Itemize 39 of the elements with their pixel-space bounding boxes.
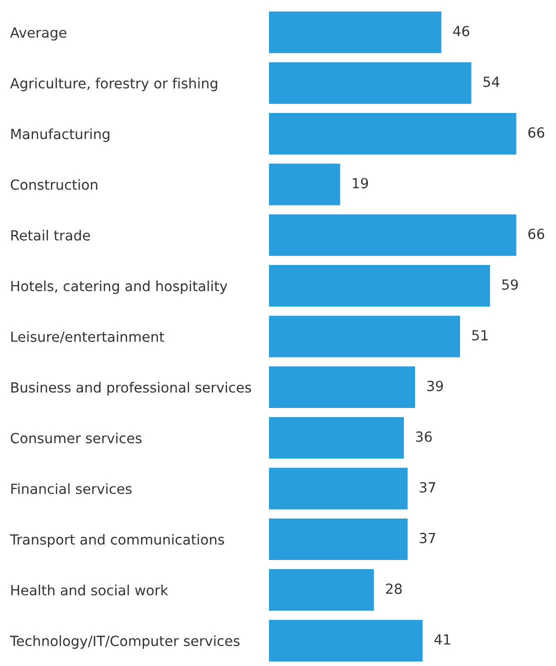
y-tick-label: Consumer services xyxy=(10,432,142,444)
y-tick-label: Manufacturing xyxy=(11,128,110,142)
data-label: 39 xyxy=(427,380,443,392)
y-tick-label: Transport and communications xyxy=(10,534,224,548)
bar xyxy=(269,316,460,358)
y-tick-label: Technology/IT/Computer services xyxy=(10,635,240,649)
bar xyxy=(269,518,408,560)
bar xyxy=(269,12,442,54)
data-label: 59 xyxy=(502,279,518,290)
bar xyxy=(269,164,340,206)
data-label: 51 xyxy=(472,330,488,341)
data-label: 46 xyxy=(453,26,470,36)
bar xyxy=(269,417,404,459)
y-tick-label: Agriculture, forestry or fishing xyxy=(10,78,218,92)
y-tick-label: Leisure/entertainment xyxy=(11,331,164,344)
bar xyxy=(269,62,472,104)
y-tick-label: Retail trade xyxy=(11,230,90,241)
y-tick-label: Health and social work xyxy=(11,584,168,596)
y-tick-label: Financial services xyxy=(11,483,132,494)
y-tick-label: Construction xyxy=(10,179,98,190)
data-label: 19 xyxy=(352,178,368,188)
bar xyxy=(269,620,423,662)
bar xyxy=(269,569,374,611)
y-tick-label: Average xyxy=(10,27,66,41)
bar xyxy=(269,112,516,155)
y-tick-label: Hotels, catering and hospitality xyxy=(11,280,228,294)
data-label: 66 xyxy=(528,127,544,138)
data-label: 37 xyxy=(420,532,436,544)
data-label: 54 xyxy=(483,76,500,88)
bar xyxy=(269,214,516,256)
data-label: 36 xyxy=(416,431,432,442)
bar xyxy=(269,265,490,307)
bar xyxy=(269,468,408,510)
data-label: 66 xyxy=(528,228,544,240)
data-label: 37 xyxy=(420,482,436,493)
data-label: 28 xyxy=(386,583,402,594)
bar xyxy=(269,366,416,408)
y-tick-label: Business and professional services xyxy=(11,382,252,396)
data-label: 41 xyxy=(434,634,450,644)
